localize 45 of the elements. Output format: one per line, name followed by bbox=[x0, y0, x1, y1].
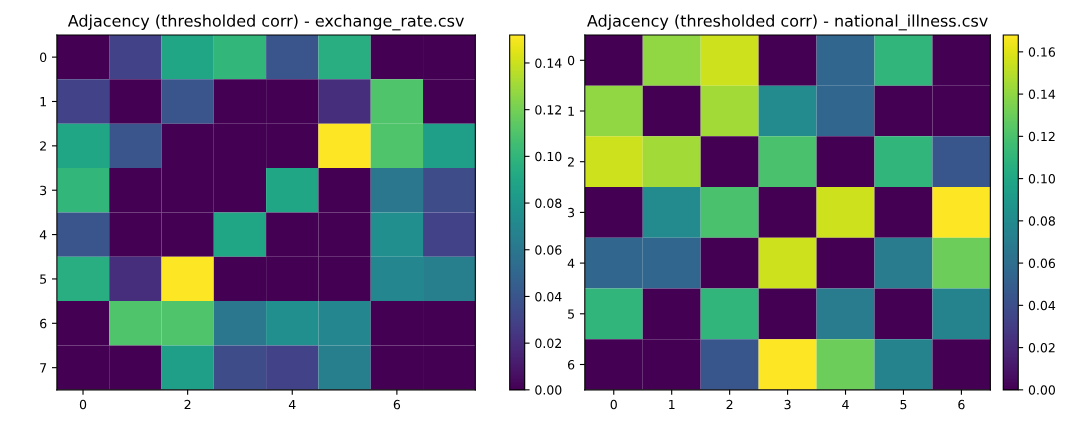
y-tick-label: 7 bbox=[40, 363, 47, 373]
x-tick-label: 0 bbox=[79, 399, 87, 410]
y-tick-label: 3 bbox=[568, 207, 575, 218]
color-bar-label: 0.06 bbox=[1028, 258, 1056, 269]
x-tick-label: 3 bbox=[784, 399, 791, 410]
color-bar-label: 0.04 bbox=[535, 291, 562, 302]
y-tick-label: 5 bbox=[568, 309, 574, 319]
color-bar-label: 0.10 bbox=[535, 151, 562, 162]
x-tick-label: 6 bbox=[958, 399, 965, 410]
color-bar-label: 0.08 bbox=[535, 198, 562, 208]
y-tick-label: 4 bbox=[567, 258, 575, 268]
y-tick-label: 2 bbox=[568, 157, 574, 167]
y-tick-label: 3 bbox=[40, 185, 47, 196]
color-bar-label: 0.02 bbox=[1028, 343, 1055, 353]
chart-title: Adjacency (thresholded corr) - national_illness.csv bbox=[587, 14, 988, 31]
color-bar-label: 0.14 bbox=[535, 58, 562, 68]
chart-title: Adjacency (thresholded corr) - exchange_rate.csv bbox=[67, 14, 464, 31]
x-tick-label: 2 bbox=[184, 399, 191, 410]
y-tick-label: 4 bbox=[39, 230, 47, 240]
y-tick-label: 6 bbox=[567, 359, 575, 370]
x-tick-label: 0 bbox=[610, 399, 617, 410]
y-tick-label: 6 bbox=[40, 318, 47, 329]
y-tick-label: 1 bbox=[568, 106, 574, 116]
color-bar-label: 0.12 bbox=[1028, 131, 1055, 142]
color-bar-label: 0.00 bbox=[1028, 385, 1055, 395]
color-bar-label: 0.10 bbox=[1028, 174, 1055, 184]
x-tick-label: 6 bbox=[393, 399, 401, 410]
color-bar-label: 0.12 bbox=[535, 105, 561, 115]
y-tick-label: 5 bbox=[40, 274, 47, 284]
y-tick-label: 0 bbox=[40, 52, 47, 63]
y-tick-label: 1 bbox=[40, 97, 46, 107]
color-bar-label: 0.04 bbox=[1028, 300, 1056, 311]
color-bar-label: 0.00 bbox=[535, 385, 562, 395]
x-tick-label: 4 bbox=[288, 399, 296, 410]
color-bar-label: 0.08 bbox=[1028, 216, 1055, 226]
color-bar-label: 0.06 bbox=[535, 245, 562, 255]
y-tick-label: 0 bbox=[567, 55, 575, 66]
x-tick-label: 5 bbox=[900, 399, 907, 410]
y-tick-label: 2 bbox=[40, 141, 46, 151]
x-tick-label: 1 bbox=[669, 399, 675, 410]
color-bar-label: 0.02 bbox=[535, 338, 561, 349]
color-bar-label: 0.14 bbox=[1028, 89, 1056, 100]
color-bar-label: 0.16 bbox=[1028, 47, 1056, 57]
x-tick-label: 4 bbox=[842, 399, 849, 410]
x-tick-label: 2 bbox=[726, 399, 733, 410]
